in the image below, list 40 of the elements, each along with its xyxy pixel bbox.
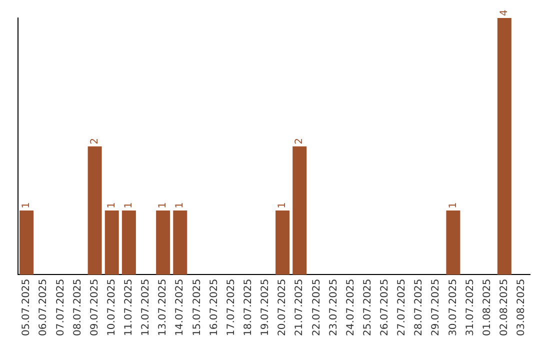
- x-tick-label: 09.07.2025: [89, 278, 100, 336]
- data-label: 1: [158, 202, 169, 209]
- x-tick-label: 20.07.2025: [277, 278, 288, 336]
- x-tick-label: 01.08.2025: [482, 278, 493, 336]
- x-tick-label: 07.07.2025: [55, 278, 66, 336]
- x-tick-label: 11.07.2025: [124, 278, 135, 336]
- data-label: 1: [106, 202, 118, 209]
- x-tick-label: 28.07.2025: [414, 278, 425, 336]
- data-label: 1: [124, 202, 135, 209]
- x-tick-label: 06.07.2025: [38, 278, 50, 336]
- x-tick-label: 16.07.2025: [208, 278, 220, 336]
- data-label: 4: [498, 10, 510, 16]
- data-label: 1: [174, 202, 186, 209]
- x-tick-label: 08.07.2025: [72, 278, 84, 336]
- x-tick-label: 29.07.2025: [430, 278, 442, 336]
- data-label: 1: [277, 202, 288, 209]
- x-tick-label: 18.07.2025: [242, 278, 254, 336]
- x-tick-label: 24.07.2025: [345, 278, 356, 336]
- x-tick-label: 22.07.2025: [311, 278, 322, 336]
- x-tick-label: 14.07.2025: [174, 278, 186, 336]
- data-label: 2: [294, 138, 306, 144]
- x-tick-label: 15.07.2025: [192, 278, 203, 336]
- data-label: 2: [89, 138, 100, 144]
- x-tick-label: 05.07.2025: [21, 278, 32, 336]
- x-tick-label: 13.07.2025: [158, 278, 169, 336]
- x-tick-label: 10.07.2025: [106, 278, 118, 336]
- x-tick-label: 21.07.2025: [294, 278, 306, 336]
- x-tick-label: 12.07.2025: [140, 278, 152, 336]
- x-tick-label: 26.07.2025: [380, 278, 391, 336]
- x-tick-label: 31.07.2025: [464, 278, 476, 336]
- x-tick-label: 30.07.2025: [448, 278, 459, 336]
- data-label: 1: [448, 202, 459, 209]
- x-tick-label: 03.08.2025: [516, 278, 528, 336]
- x-tick-label: 17.07.2025: [226, 278, 237, 336]
- x-tick-label: 25.07.2025: [362, 278, 374, 336]
- x-tick-label: 02.08.2025: [498, 278, 510, 336]
- x-tick-label: 27.07.2025: [396, 278, 408, 336]
- data-label: 1: [21, 202, 32, 209]
- x-tick-label: 23.07.2025: [328, 278, 340, 336]
- x-tick-label: 19.07.2025: [260, 278, 272, 336]
